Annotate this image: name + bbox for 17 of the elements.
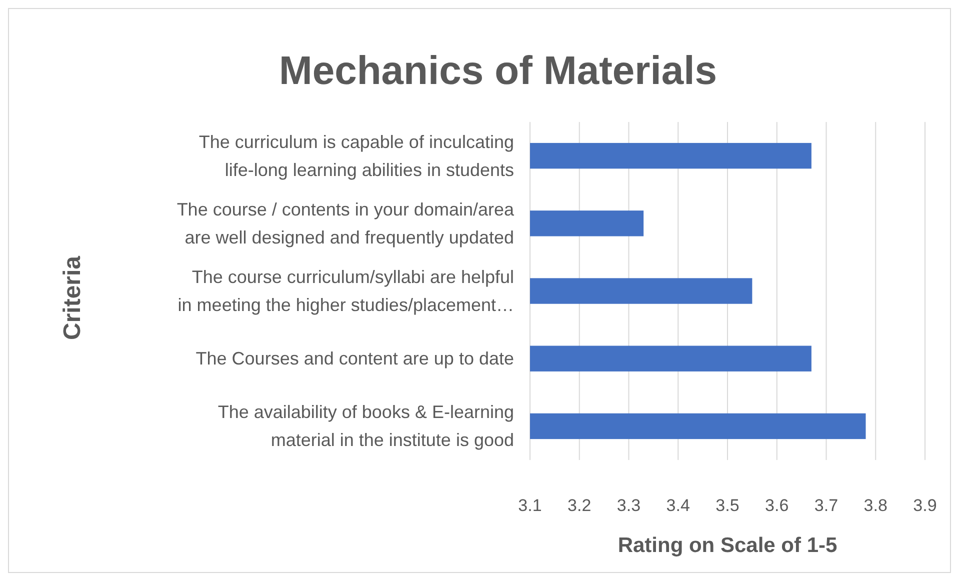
y-tick-label: The availability of books & E-learning material in the institute is good bbox=[218, 402, 514, 450]
chart-title: Mechanics of Materials bbox=[279, 49, 717, 93]
x-tick-label: 3.6 bbox=[765, 496, 789, 515]
x-tick-label: 3.1 bbox=[518, 496, 542, 515]
x-tick-label: 3.2 bbox=[568, 496, 592, 515]
y-axis-title: Criteria bbox=[59, 255, 86, 340]
x-axis-title: Rating on Scale of 1-5 bbox=[618, 534, 838, 557]
y-tick-label: The curriculum is capable of inculcating life-long learning abilities in students bbox=[198, 132, 514, 180]
x-tick-label: 3.5 bbox=[716, 496, 740, 515]
x-tick-label: 3.8 bbox=[864, 496, 888, 515]
x-tick-label: 3.4 bbox=[666, 496, 690, 515]
x-tick-label: 3.9 bbox=[913, 496, 937, 515]
x-tick-label: 3.7 bbox=[814, 496, 838, 515]
x-tick-label: 3.3 bbox=[616, 496, 641, 515]
y-tick-label: The course curriculum/syllabi are helpful in meeting the higher studies/placement… bbox=[178, 267, 514, 315]
y-tick-label: The course / contents in your domain/area are well designed and frequently updated bbox=[176, 199, 515, 248]
y-tick-label: The Courses and content are up to date bbox=[196, 348, 514, 369]
